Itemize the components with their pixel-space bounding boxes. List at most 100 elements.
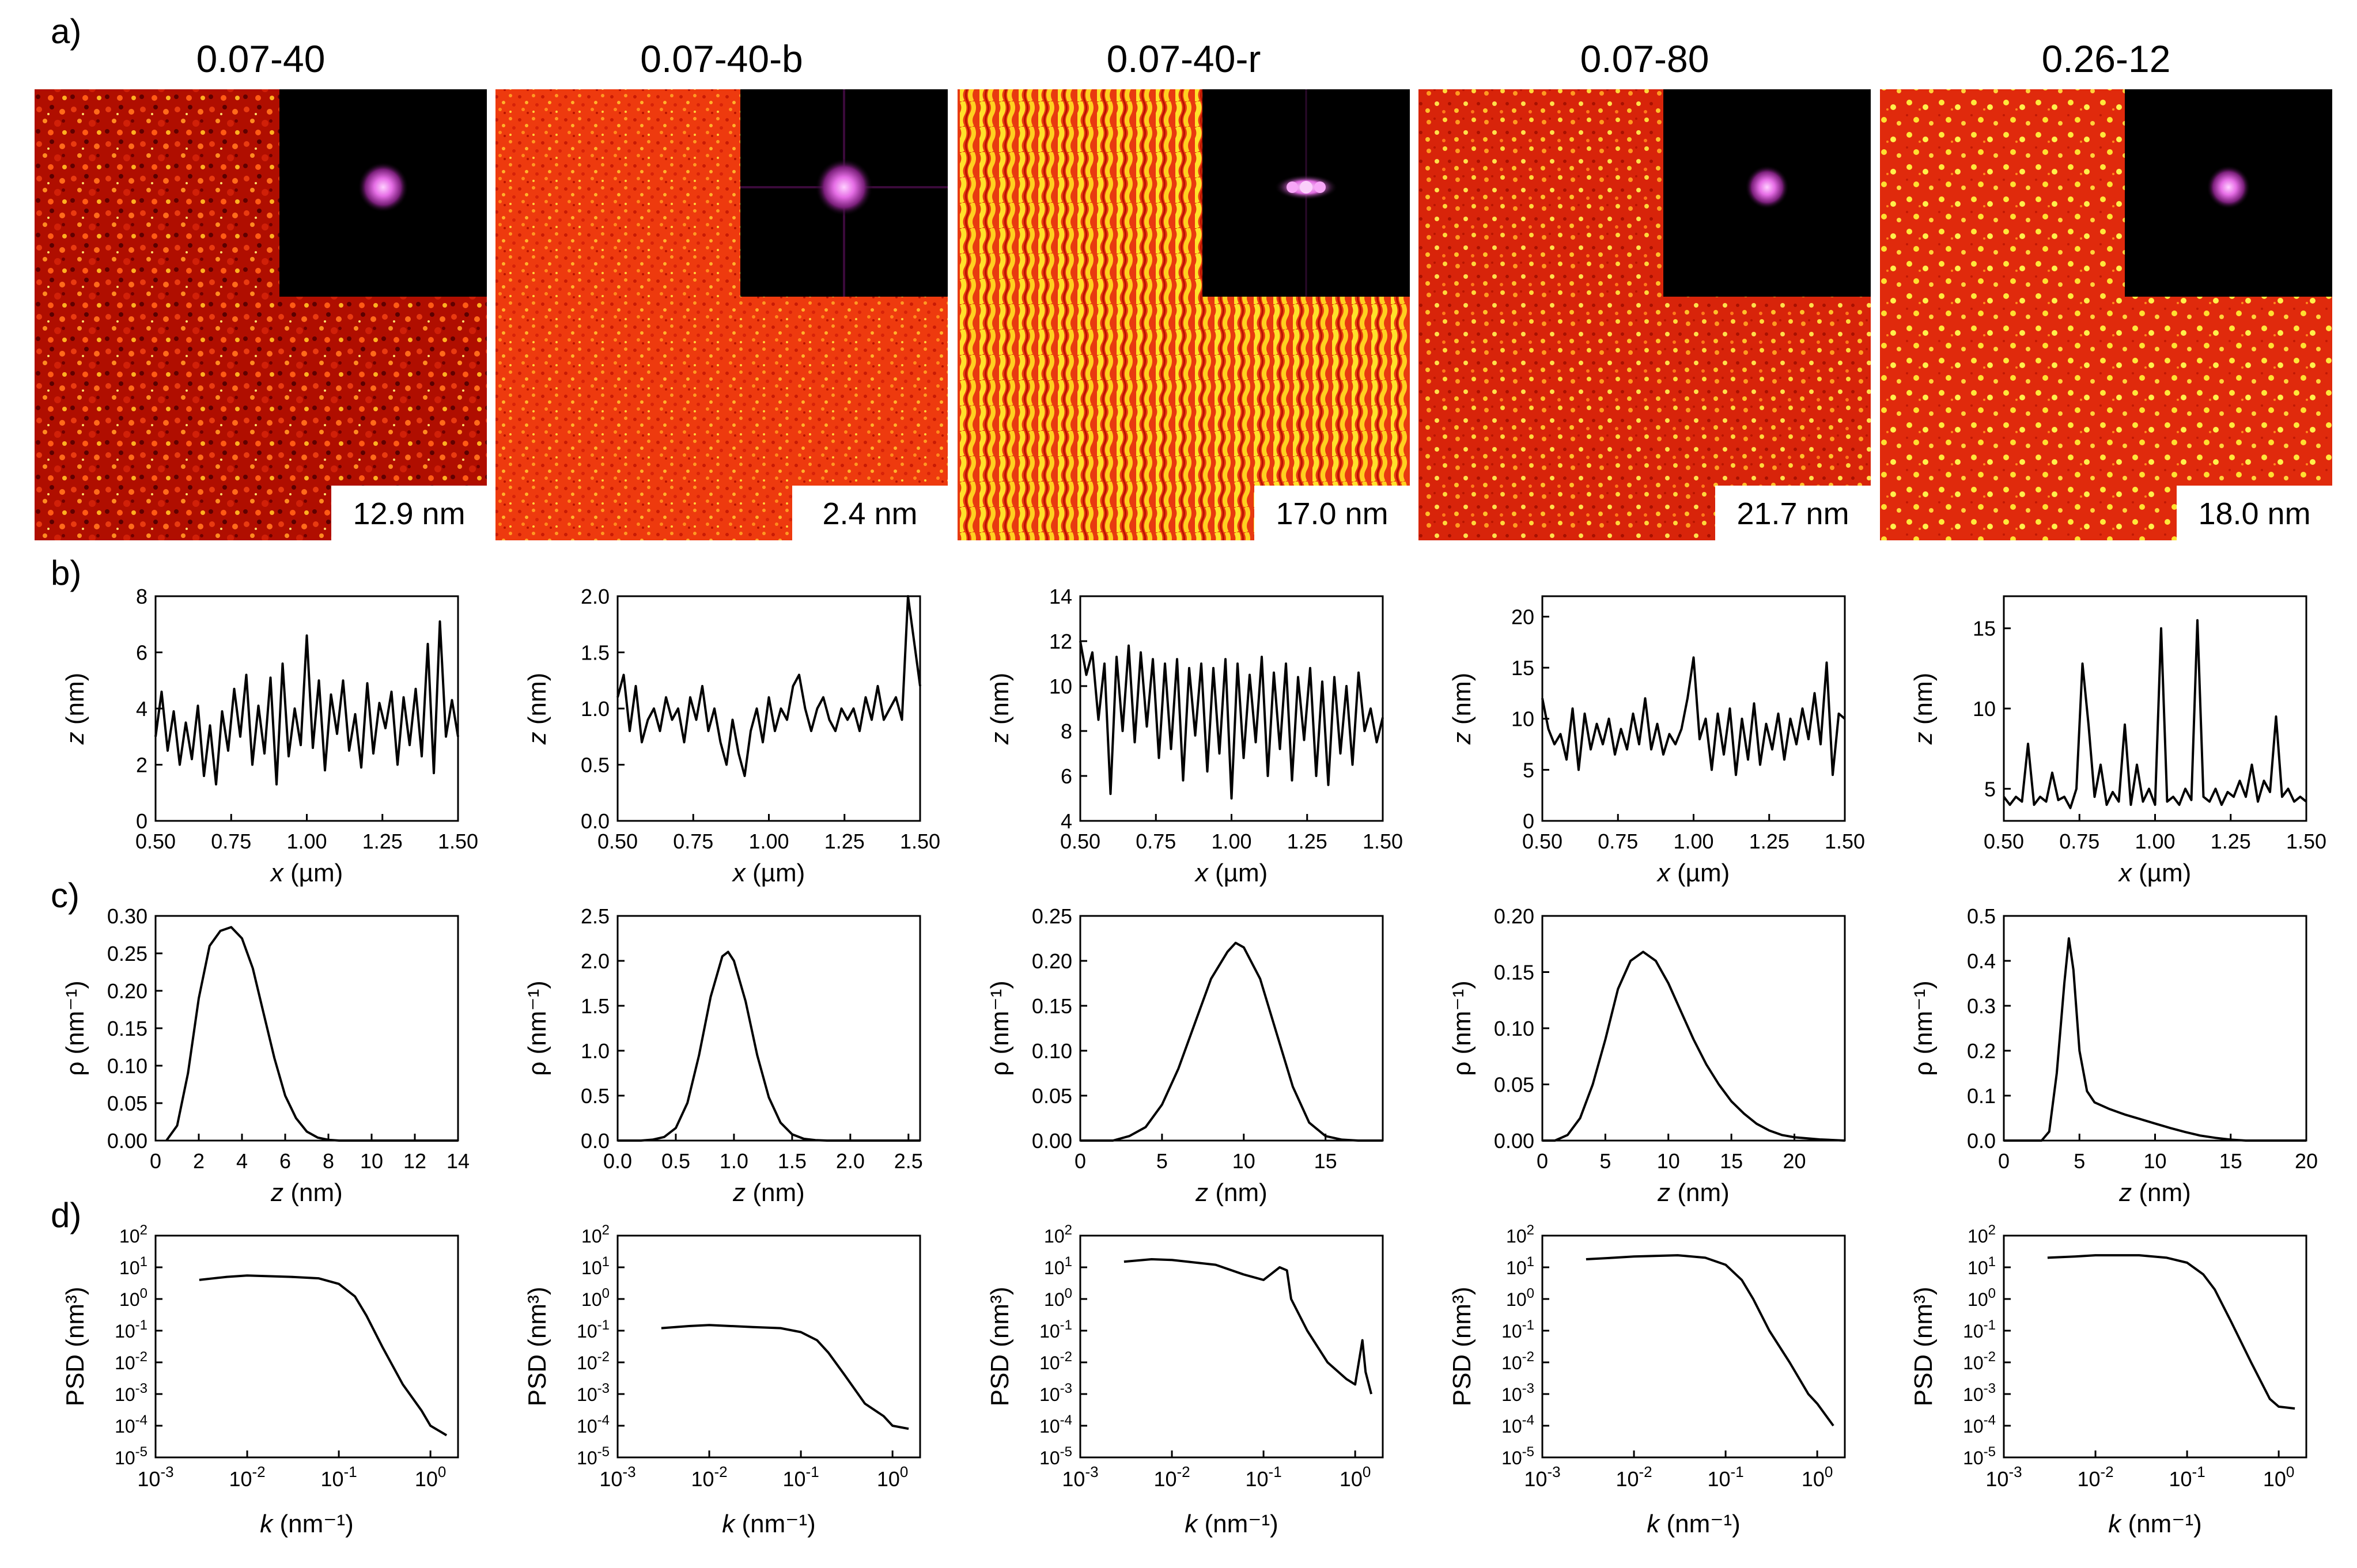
y-tick-label: 10-5 <box>1039 1444 1072 1468</box>
afm-panel: 0.07-80 21.7 nm <box>1418 37 1871 540</box>
y-tick-label: 10-3 <box>115 1381 147 1405</box>
x-tick-label: 1.5 <box>778 1149 807 1173</box>
x-axis-label: k (nm⁻¹) <box>722 1510 816 1538</box>
y-tick-label: 0.5 <box>581 1084 610 1108</box>
sample-title: 0.07-40-b <box>640 37 803 80</box>
y-tick-label: 10-4 <box>1039 1412 1072 1437</box>
y-axis-label: z (nm) <box>986 673 1014 745</box>
y-axis-label: z (nm) <box>523 673 551 745</box>
y-tick-label: 12 <box>1049 630 1072 653</box>
y-tick-label: 15 <box>1511 656 1534 680</box>
x-tick-label: 0 <box>1998 1149 2010 1173</box>
x-axis-label: z (nm) <box>2118 1179 2191 1207</box>
y-tick-label: 0.15 <box>1032 994 1072 1018</box>
x-tick-label: 100 <box>877 1463 909 1491</box>
x-tick-label: 2.0 <box>836 1149 865 1173</box>
x-tick-label: 1.25 <box>1287 830 1327 853</box>
y-axis-label: PSD (nm³) <box>986 1287 1014 1407</box>
x-axis-label: x (µm) <box>2118 859 2192 887</box>
y-tick-label: 0.20 <box>1032 949 1072 973</box>
series-line <box>1542 950 1845 1142</box>
axes-frame <box>2003 915 2307 1142</box>
y-tick-label: 101 <box>1044 1254 1072 1278</box>
axes-frame <box>154 915 459 1142</box>
y-tick-label: 0.0 <box>581 1129 610 1153</box>
y-axis-label: ρ (nm⁻¹) <box>1448 980 1476 1076</box>
y-tick-label: 8 <box>1061 719 1072 743</box>
x-tick-label: 1.25 <box>362 830 403 853</box>
x-tick-label: 100 <box>2263 1463 2295 1491</box>
series-line <box>2047 1254 2295 1410</box>
chart-c5: 0 5 10 15 20 0.0 0.1 0.2 0.3 0.4 0.5 z (nm) ρ (nm⁻¹) <box>1909 904 2318 1207</box>
sample-title: 0.26-12 <box>2042 37 2171 80</box>
x-tick-label: 10-1 <box>2169 1463 2205 1491</box>
y-tick-label: 10-3 <box>1501 1381 1534 1405</box>
y-axis-label: ρ (nm⁻¹) <box>1909 980 1938 1076</box>
x-tick-label: 10-2 <box>229 1463 265 1491</box>
x-tick-label: 1.00 <box>748 830 789 853</box>
y-tick-label: 102 <box>1044 1222 1072 1247</box>
chart-c1: 0 2 4 6 8 10 12 14 0.00 0.05 0.10 0.15 0.20 0.25 0.30 z… <box>61 904 470 1207</box>
x-axis-label: x (µm) <box>1194 859 1268 887</box>
y-tick-label: 10-2 <box>577 1349 610 1373</box>
fft-spot-circular-icon <box>1663 89 1871 297</box>
y-axis-label: PSD (nm³) <box>523 1287 551 1407</box>
x-tick-label: 0.75 <box>2059 830 2099 853</box>
y-axis-label: z (nm) <box>1448 673 1476 745</box>
height-scale-label: 2.4 nm <box>822 497 917 531</box>
x-tick-label: 4 <box>236 1149 248 1173</box>
chart-d4: 10-3 10-2 10-1 100 10-5 10-4 10-3 10-2 10-1 100 10… <box>1448 1222 1846 1538</box>
y-tick-label: 0.4 <box>1967 949 1996 973</box>
x-tick-label: 6 <box>279 1149 291 1173</box>
x-tick-label: 0 <box>1075 1149 1086 1173</box>
y-tick-label: 0.1 <box>1967 1084 1996 1108</box>
x-tick-label: 15 <box>2219 1149 2242 1173</box>
x-tick-label: 10 <box>360 1149 383 1173</box>
x-tick-label: 15 <box>1314 1149 1337 1173</box>
x-tick-label: 1.0 <box>720 1149 748 1173</box>
y-tick-label: 1.0 <box>581 697 610 721</box>
y-tick-label: 0.0 <box>1967 1129 1996 1153</box>
y-tick-label: 4 <box>136 697 147 721</box>
chart-d2: 10-3 10-2 10-1 100 10-5 10-4 10-3 10-2 10-1 100 10… <box>523 1222 921 1538</box>
axes-frame <box>2003 1234 2307 1459</box>
y-tick-label: 100 <box>119 1286 147 1310</box>
x-tick-label: 1.50 <box>2286 830 2326 853</box>
y-tick-label: 10-2 <box>1501 1349 1534 1373</box>
x-tick-label: 10-3 <box>137 1463 173 1491</box>
x-tick-label: 10 <box>2143 1149 2166 1173</box>
y-axis-label: PSD (nm³) <box>1909 1287 1938 1407</box>
y-tick-label: 6 <box>1061 764 1072 788</box>
y-tick-label: 10-4 <box>577 1412 610 1437</box>
y-tick-label: 2.0 <box>581 585 610 608</box>
fft-spot-cross-icon <box>740 89 948 297</box>
x-axis-label: z (nm) <box>1657 1179 1730 1207</box>
x-tick-label: 10-2 <box>1153 1463 1190 1491</box>
x-tick-label: 12 <box>403 1149 426 1173</box>
series-line <box>1586 1254 1834 1427</box>
x-tick-label: 0.50 <box>135 830 176 853</box>
x-tick-label: 100 <box>415 1463 447 1491</box>
x-tick-label: 0.50 <box>597 830 638 853</box>
series-line <box>618 950 920 1142</box>
chart-c3: 0 5 10 15 0.00 0.05 0.10 0.15 0.20 0.25 z (nm) ρ (n… <box>986 904 1384 1207</box>
y-tick-label: 10-3 <box>577 1381 610 1405</box>
x-axis-label: x (µm) <box>1656 859 1730 887</box>
y-tick-label: 10-4 <box>115 1412 147 1437</box>
x-tick-label: 10-2 <box>2077 1463 2113 1491</box>
x-tick-label: 2.5 <box>894 1149 923 1173</box>
x-tick-label: 14 <box>447 1149 470 1173</box>
x-tick-label: 1.50 <box>900 830 940 853</box>
y-tick-label: 10-1 <box>577 1317 610 1342</box>
chart-d3: 10-3 10-2 10-1 100 10-5 10-4 10-3 10-2 10-1 100 10… <box>986 1222 1384 1538</box>
y-tick-label: 102 <box>119 1222 147 1247</box>
x-tick-label: 0 <box>150 1149 161 1173</box>
x-axis-label: k (nm⁻¹) <box>2108 1510 2202 1538</box>
y-axis-label: PSD (nm³) <box>1448 1287 1476 1407</box>
series-line <box>2004 937 2306 1142</box>
x-tick-label: 0.50 <box>1984 830 2024 853</box>
axes-frame <box>1541 915 1846 1142</box>
y-tick-label: 0.05 <box>1032 1084 1072 1108</box>
y-tick-label: 14 <box>1049 585 1072 608</box>
series-line <box>1123 1258 1373 1395</box>
